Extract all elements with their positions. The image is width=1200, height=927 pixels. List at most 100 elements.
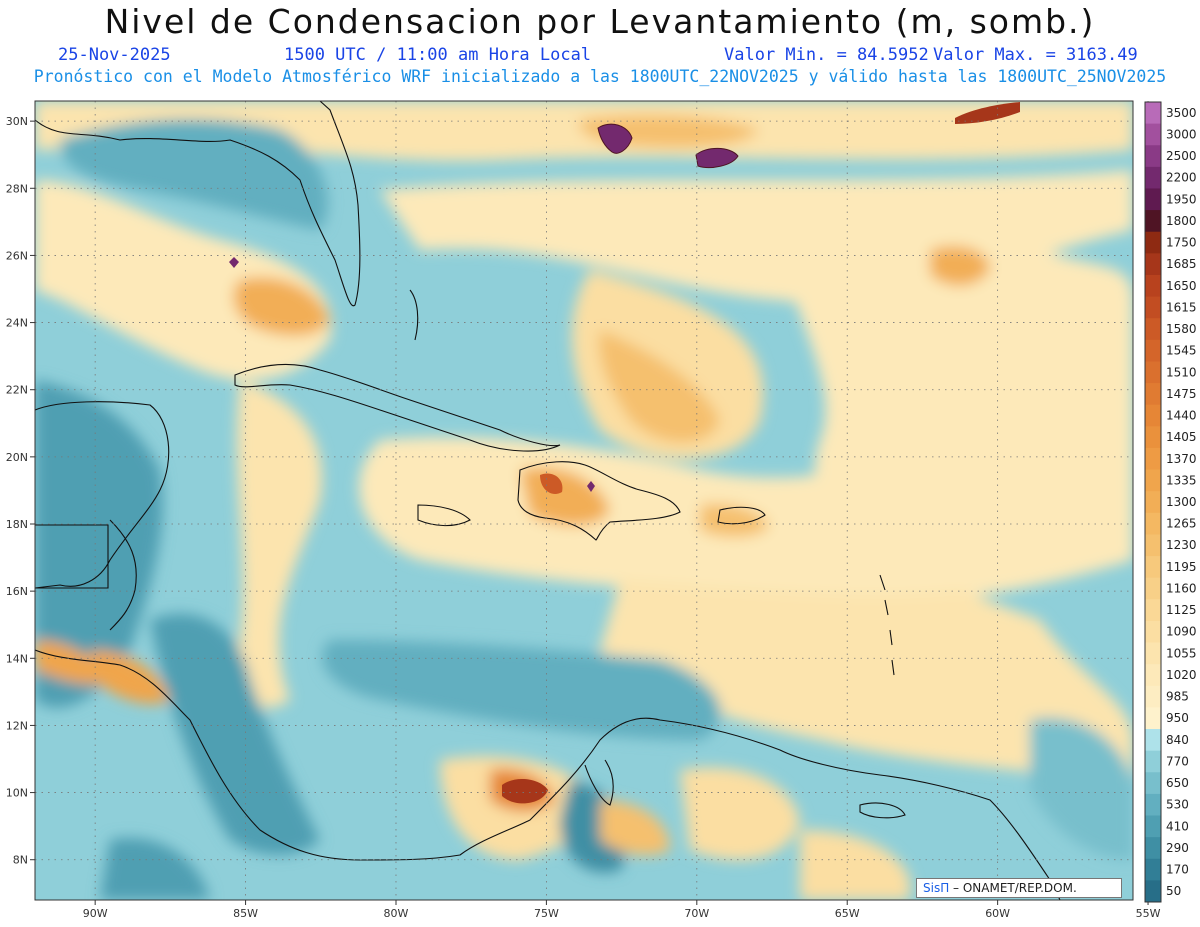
colorbar-label: 1265	[1166, 517, 1197, 531]
colorbar-swatch	[1145, 426, 1161, 449]
colorbar-label: 290	[1166, 841, 1189, 855]
colorbar-label: 170	[1166, 863, 1189, 877]
colorbar-swatch	[1145, 361, 1161, 384]
colorbar-label: 950	[1166, 711, 1189, 725]
colorbar-label: 3000	[1166, 127, 1197, 141]
colorbar-label: 985	[1166, 690, 1189, 704]
lon-label: 80W	[384, 907, 409, 920]
colorbar-swatch	[1145, 318, 1161, 341]
colorbar-swatch	[1145, 815, 1161, 838]
model-info: Pronóstico con el Modelo Atmosférico WRF…	[33, 67, 1167, 86]
colorbar-frame	[1144, 101, 1162, 903]
lat-label: 20N	[6, 451, 28, 464]
axis-labels: 30N 28N 26N 24N 22N 20N 18N 16N 14N 12N 10N 8N 90W 85…	[6, 115, 1161, 920]
colorbar-swatch	[1145, 793, 1161, 817]
colorbar-swatch	[1145, 296, 1161, 319]
colorbar-label: 770	[1166, 754, 1189, 768]
colorbar-swatch	[1145, 166, 1161, 189]
colorbar-label: 1125	[1166, 603, 1197, 617]
colorbar-swatch	[1145, 858, 1161, 881]
colorbar-label: 1020	[1166, 668, 1197, 682]
colorbar-label: 1545	[1166, 344, 1197, 358]
colorbar-swatch	[1145, 383, 1161, 406]
graticule	[30, 101, 1149, 905]
colorbar-swatch	[1145, 772, 1161, 795]
colorbar-swatch	[1145, 447, 1161, 471]
colorbar-label: 2500	[1166, 149, 1197, 163]
colorbar-label: 1510	[1166, 365, 1197, 379]
lat-label: 14N	[6, 652, 28, 665]
lon-label: 85W	[233, 907, 258, 920]
lon-label: 75W	[534, 907, 559, 920]
colorbar-swatch	[1145, 750, 1161, 773]
colorbar-label: 1440	[1166, 409, 1197, 423]
colorbar: 3500 3000 2500 2200 1950 1800 1750 1685 1650 1615…	[1144, 101, 1197, 903]
colorbar-label: 1055	[1166, 646, 1197, 660]
forecast-time: 1500 UTC / 11:00 am Hora Local	[284, 45, 592, 65]
colorbar-label: 650	[1166, 776, 1189, 790]
colorbar-label: 1800	[1166, 214, 1197, 228]
colorbar-label: 1950	[1166, 192, 1197, 206]
lat-label: 10N	[6, 787, 28, 800]
colorbar-swatch	[1145, 469, 1161, 492]
credit-box: SisΠ – ONAMET/REP.DOM.	[916, 878, 1122, 898]
colorbar-label: 1405	[1166, 430, 1197, 444]
map-title: Nivel de Condensacion por Levantamiento …	[104, 2, 1096, 41]
lcl-field	[35, 101, 1133, 900]
colorbar-label: 50	[1166, 884, 1181, 898]
colorbar-label: 840	[1166, 733, 1189, 747]
colorbar-swatch	[1145, 123, 1161, 146]
colorbar-label: 1615	[1166, 300, 1197, 314]
colorbar-swatch	[1145, 599, 1161, 622]
colorbar-swatch	[1145, 707, 1161, 730]
colorbar-swatch	[1145, 729, 1161, 752]
colorbar-label: 1685	[1166, 257, 1197, 271]
max-value: Valor Max. = 3163.49	[933, 45, 1138, 65]
colorbar-label: 1230	[1166, 538, 1197, 552]
credit-text: – ONAMET/REP.DOM.	[949, 881, 1077, 895]
colorbar-swatch	[1145, 253, 1161, 276]
lat-label: 30N	[6, 115, 28, 128]
colorbar-label: 1580	[1166, 322, 1197, 336]
forecast-date: 25-Nov-2025	[58, 45, 171, 65]
colorbar-label: 1090	[1166, 625, 1197, 639]
colorbar-swatch	[1145, 512, 1161, 535]
lat-label: 26N	[6, 249, 28, 262]
colorbar-swatch	[1145, 534, 1161, 557]
colorbar-label: 530	[1166, 798, 1189, 812]
colorbar-swatch	[1145, 837, 1161, 860]
colorbar-swatch	[1145, 491, 1161, 514]
lon-label: 55W	[1136, 907, 1161, 920]
lon-label: 70W	[684, 907, 709, 920]
lat-label: 24N	[6, 317, 28, 330]
colorbar-swatch	[1145, 102, 1161, 125]
colorbar-swatch	[1145, 145, 1161, 168]
colorbar-label: 1370	[1166, 452, 1197, 466]
colorbar-swatch	[1145, 642, 1161, 665]
colorbar-swatch	[1145, 620, 1161, 644]
colorbar-label: 1195	[1166, 560, 1197, 574]
lat-label: 18N	[6, 518, 28, 531]
colorbar-swatch	[1145, 664, 1161, 687]
colorbar-label: 1475	[1166, 387, 1197, 401]
colorbar-label: 2200	[1166, 171, 1197, 185]
colorbar-label: 410	[1166, 819, 1189, 833]
colorbar-swatch	[1145, 404, 1161, 427]
lat-label: 12N	[6, 719, 28, 732]
colorbar-label: 1750	[1166, 236, 1197, 250]
colorbar-swatch	[1145, 339, 1161, 362]
colorbar-swatch	[1145, 685, 1161, 708]
colorbar-swatch	[1145, 577, 1161, 600]
colorbar-label: 3500	[1166, 106, 1197, 120]
map-frame	[34, 100, 1134, 901]
colorbar-label: 1160	[1166, 581, 1197, 595]
colorbar-swatch	[1145, 880, 1161, 903]
lat-label: 28N	[6, 182, 28, 195]
colorbar-swatch	[1145, 188, 1161, 211]
brand-logo: SisΠ	[923, 881, 950, 895]
colorbar-label: 1300	[1166, 495, 1197, 509]
lon-label: 60W	[985, 907, 1010, 920]
colorbar-swatch	[1145, 231, 1161, 254]
colorbar-label: 1650	[1166, 279, 1197, 293]
